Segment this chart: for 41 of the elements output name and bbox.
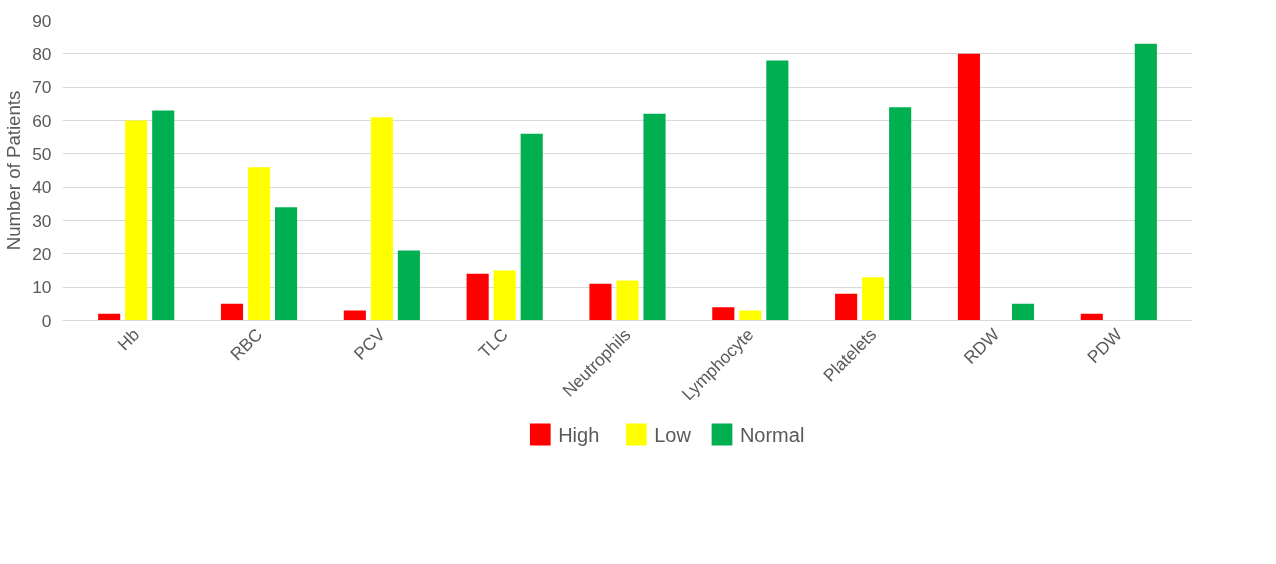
x-tick-label: Hb: [113, 324, 144, 355]
bar: [247, 167, 271, 321]
bar: [712, 307, 735, 321]
y-tick-label: 0: [41, 310, 52, 331]
y-tick-label: 30: [32, 210, 52, 231]
bar: [493, 270, 516, 321]
bar: [957, 53, 981, 321]
bar: [739, 310, 762, 321]
y-tick-label: 50: [32, 143, 52, 164]
bar: [125, 120, 148, 321]
bar: [466, 273, 489, 321]
y-tick-label: 20: [32, 243, 52, 264]
legend-label: High: [558, 423, 600, 446]
bar: [98, 313, 121, 321]
bar: [370, 117, 393, 321]
bar: [1011, 303, 1035, 321]
y-tick-label: 80: [32, 43, 52, 64]
bar: [1080, 313, 1103, 321]
legend-label: Low: [654, 423, 692, 446]
bar: [1134, 43, 1157, 321]
legend-label: Normal: [739, 423, 805, 446]
y-tick-label: 10: [32, 277, 52, 298]
y-axis-title: Number of Patients: [3, 90, 25, 251]
bar: [343, 310, 366, 321]
y-tick-label: 90: [32, 10, 52, 31]
bar: [616, 280, 639, 321]
bar: [520, 133, 543, 321]
bar: [589, 283, 612, 321]
bar: [643, 113, 666, 321]
bar: [220, 303, 244, 321]
y-tick-label: 70: [32, 77, 52, 98]
y-tick-label: 40: [32, 177, 52, 198]
bar: [889, 107, 912, 321]
bar: [274, 207, 298, 321]
bar: [397, 250, 420, 321]
bar: [766, 60, 789, 321]
bar: [862, 277, 885, 321]
y-tick-label: 60: [32, 110, 52, 131]
bar: [835, 293, 858, 321]
x-tick-label: TLC: [474, 324, 512, 362]
bar: [152, 110, 175, 321]
